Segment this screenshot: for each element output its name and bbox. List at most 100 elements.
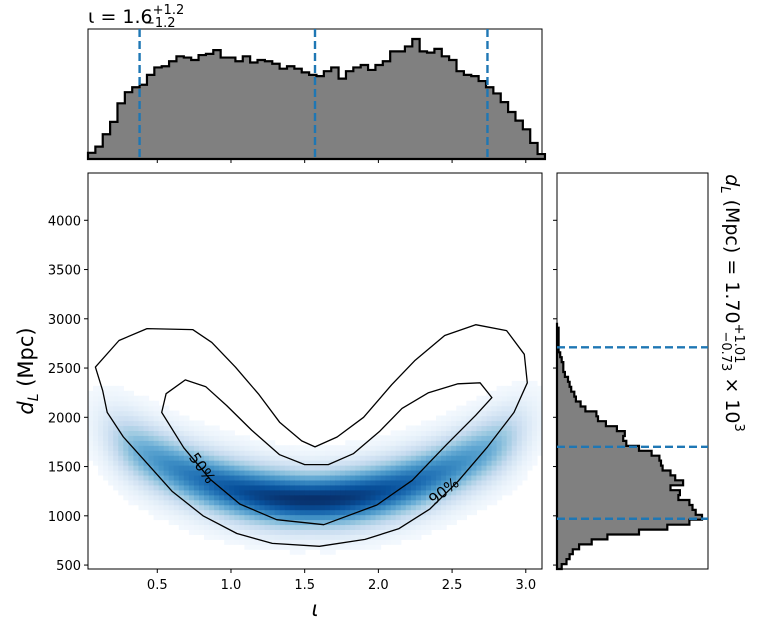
heatmap-cell (415, 479, 422, 486)
heatmap-cell (123, 415, 129, 422)
heatmap-cell (511, 385, 518, 392)
heatmap-cell (481, 484, 488, 491)
heatmap-cell (526, 460, 533, 466)
heatmap-cell (431, 445, 437, 451)
heatmap-cell (365, 494, 372, 501)
heatmap-cell (345, 514, 351, 521)
heatmap-cell (325, 534, 331, 540)
heatmap-cell (431, 435, 437, 441)
x-tick-label-3: 2.0 (368, 578, 389, 593)
heatmap-cell (446, 455, 452, 461)
heatmap-cell (304, 455, 311, 461)
heatmap-cell (345, 519, 351, 526)
heatmap-cell (178, 509, 185, 516)
heatmap-cell (274, 465, 281, 471)
heatmap-cell (511, 465, 518, 471)
heatmap-cell (198, 479, 205, 486)
heatmap-cell (466, 479, 472, 486)
heatmap-cell (536, 395, 542, 402)
heatmap-cell (264, 440, 271, 446)
heatmap-cell (219, 465, 225, 471)
heatmap-cell (486, 484, 493, 491)
heatmap-cell (289, 470, 296, 476)
heatmap-cell (415, 509, 422, 516)
heatmap-cell (446, 445, 452, 451)
heatmap-cell (123, 470, 129, 476)
heatmap-cell (350, 489, 356, 496)
heatmap-cell (173, 494, 180, 501)
heatmap-cell (521, 474, 528, 481)
heatmap-cell (315, 489, 321, 496)
heatmap-cell (511, 484, 518, 491)
heatmap-cell (385, 450, 392, 456)
heatmap-cell (153, 400, 160, 407)
heatmap-cell (340, 544, 346, 550)
heatmap-cell (360, 524, 367, 530)
heatmap-cell (274, 524, 281, 530)
heatmap-cell (309, 529, 316, 535)
heatmap-cell (198, 435, 205, 441)
heatmap-cell (168, 430, 175, 436)
heatmap-cell (309, 534, 316, 540)
heatmap-cell (289, 450, 296, 456)
heatmap-cell (274, 504, 281, 511)
heatmap-cell (471, 509, 478, 516)
heatmap-cell (456, 470, 462, 476)
heatmap-cell (441, 440, 447, 446)
heatmap-cell (204, 534, 210, 540)
heatmap-cell (158, 405, 165, 412)
heatmap-cell (209, 455, 215, 461)
heatmap-cell (536, 445, 542, 451)
heatmap-cell (516, 435, 523, 441)
heatmap-cell (436, 514, 442, 521)
heatmap-cell (98, 430, 104, 436)
heatmap-cell (274, 514, 281, 521)
heatmap-cell (138, 460, 145, 466)
heatmap-cell (405, 494, 412, 501)
heatmap-cell (229, 465, 235, 471)
heatmap-cell (335, 509, 341, 516)
heatmap-cell (188, 499, 195, 506)
heatmap-cell (466, 410, 472, 417)
heatmap-cell (98, 385, 104, 392)
heatmap-cell (138, 474, 145, 481)
heatmap-cell (496, 390, 503, 397)
heatmap-cell (360, 544, 367, 550)
heatmap-cell (188, 484, 195, 491)
heatmap-cell (254, 544, 261, 550)
main-x-axis-ticks: 0.5 1.0 1.5 2.0 2.5 3.0 (147, 569, 536, 593)
heatmap-cell (269, 460, 276, 466)
heatmap-cell (370, 499, 377, 506)
heatmap-cell (219, 514, 225, 521)
heatmap-cell (224, 474, 230, 481)
heatmap-cell (178, 519, 185, 526)
heatmap-cell (315, 455, 321, 461)
heatmap-cell (385, 455, 392, 461)
heatmap-cell (249, 445, 256, 451)
heatmap-cell (259, 465, 266, 471)
heatmap-cell (456, 420, 462, 427)
heatmap-cell (274, 479, 281, 486)
heatmap-cell (254, 519, 261, 526)
heatmap-cell (113, 474, 119, 481)
heatmap-cell (143, 479, 150, 486)
heatmap-cell (259, 509, 266, 516)
heatmap-cell (193, 489, 200, 496)
heatmap-cell (420, 499, 427, 506)
heatmap-cell (264, 445, 271, 451)
heatmap-cell (431, 484, 437, 491)
heatmap-cell (476, 425, 483, 431)
heatmap-cell (476, 445, 483, 451)
heatmap-cell (471, 499, 478, 506)
heatmap-cell (289, 479, 296, 486)
heatmap-cell (304, 474, 311, 481)
heatmap-cell (133, 455, 140, 461)
heatmap-cell (486, 420, 493, 427)
heatmap-cell (98, 435, 104, 441)
heatmap-cell (153, 499, 160, 506)
heatmap-cell (309, 489, 316, 496)
heatmap-cell (345, 534, 351, 540)
heatmap-cell (284, 519, 291, 526)
heatmap-cell (158, 494, 165, 501)
heatmap-cell (259, 514, 266, 521)
